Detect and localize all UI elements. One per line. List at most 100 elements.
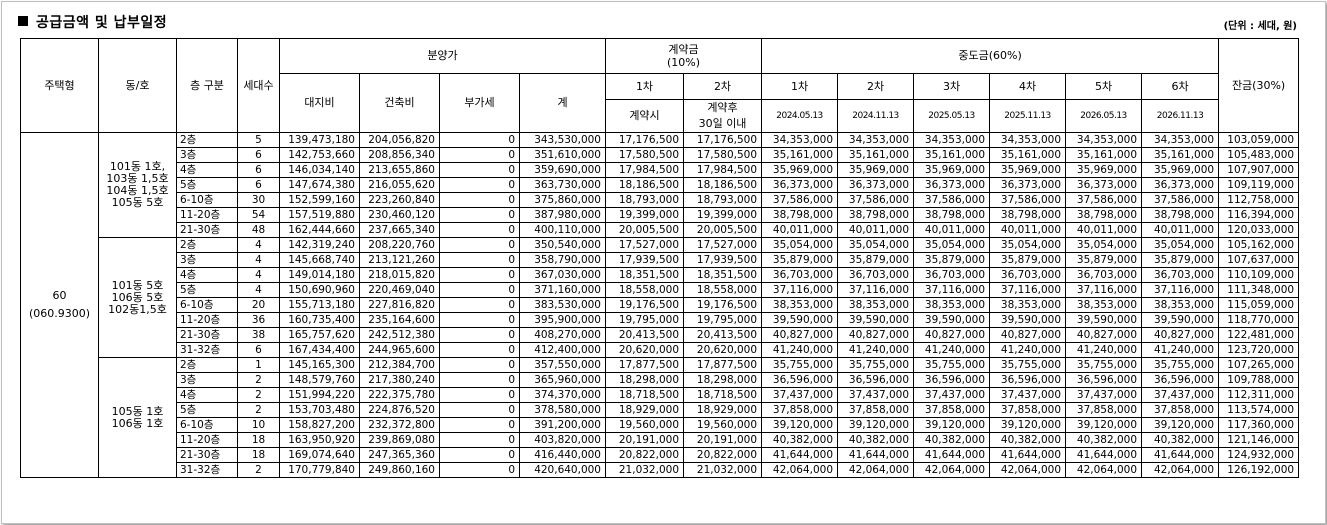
middle-payment-cell: 35,161,000 [913, 147, 991, 163]
deposit1-cell: 18,298,000 [605, 372, 684, 388]
building-cost-cell: 218,015,820 [359, 267, 440, 283]
middle-payment-cell: 40,827,000 [761, 327, 839, 343]
middle-payment-cell: 34,353,000 [761, 132, 839, 148]
vat-cell: 0 [439, 162, 520, 178]
col-header-dep2: 2차 [682, 73, 763, 100]
table-row: 3층 6 142,753,660 208,856,340 0 351,610,000 17,… [21, 147, 1300, 163]
deposit2-cell: 18,929,000 [682, 402, 763, 418]
middle-payment-cell: 35,969,000 [989, 162, 1067, 178]
households-cell: 6 [237, 147, 280, 163]
total-cell: 400,110,000 [519, 222, 606, 238]
building-cost-cell: 247,365,360 [359, 447, 440, 463]
middle-payment-cell: 40,827,000 [1141, 327, 1220, 343]
floor-cell: 3층 [176, 252, 238, 268]
deposit1-cell: 20,413,500 [605, 327, 684, 343]
building-cost-cell: 220,469,040 [359, 282, 440, 298]
middle-payment-cell: 40,382,000 [761, 432, 839, 448]
middle-payment-cell: 37,858,000 [761, 402, 839, 418]
deposit2-cell: 18,186,500 [682, 177, 763, 193]
building-cost-cell: 223,260,840 [359, 192, 440, 208]
households-cell: 1 [237, 357, 280, 373]
total-cell: 420,640,000 [519, 462, 606, 478]
building-cost-cell: 222,375,780 [359, 387, 440, 403]
land-cost-cell: 157,519,880 [279, 207, 360, 223]
middle-payment-cell: 36,373,000 [913, 177, 991, 193]
total-cell: 416,440,000 [519, 447, 606, 463]
col-header-dong: 동/호 [98, 38, 177, 133]
balance-cell: 121,146,000 [1218, 432, 1300, 448]
vat-cell: 0 [439, 132, 520, 148]
deposit1-cell: 17,984,500 [605, 162, 684, 178]
col-header-deposit: 계약금 (10%) [604, 38, 763, 74]
vat-cell: 0 [439, 462, 520, 478]
floor-cell: 2층 [176, 132, 238, 148]
col-header-floor: 층 구분 [176, 38, 238, 133]
table-row: 105동 1호 106동 1호 2층 1 145,165,300 212,384,700… [21, 357, 1300, 478]
households-cell: 30 [237, 192, 280, 208]
balance-cell: 120,033,000 [1218, 222, 1300, 238]
deposit2-cell: 17,580,500 [682, 147, 763, 163]
middle-payment-cell: 39,590,000 [1065, 312, 1143, 328]
col-header-building: 건축비 [359, 73, 440, 133]
col-header-mid5-date: 2026.05.13 [1065, 99, 1143, 133]
floor-cell: 5층 [176, 177, 238, 193]
middle-payment-cell: 35,054,000 [989, 237, 1067, 253]
dong-cell: 105동 1호 106동 1호 [98, 357, 177, 478]
col-header-mid6-date: 2026.11.13 [1141, 99, 1220, 133]
middle-payment-cell: 39,590,000 [761, 312, 839, 328]
vat-cell: 0 [439, 342, 520, 358]
balance-cell: 111,348,000 [1218, 282, 1300, 298]
vat-cell: 0 [439, 387, 520, 403]
balance-cell: 117,360,000 [1218, 417, 1300, 433]
balance-cell: 109,119,000 [1218, 177, 1300, 193]
deposit2-cell: 18,558,000 [682, 282, 763, 298]
col-header-mid2-date: 2024.11.13 [837, 99, 915, 133]
middle-payment-cell: 39,120,000 [913, 417, 991, 433]
deposit1-cell: 18,793,000 [605, 192, 684, 208]
col-header-balance: 잔금(30%) [1218, 38, 1300, 133]
middle-payment-cell: 40,382,000 [989, 432, 1067, 448]
deposit1-cell: 20,822,000 [605, 447, 684, 463]
middle-payment-cell: 34,353,000 [1141, 132, 1220, 148]
col-header-mid2: 2차 [837, 73, 915, 100]
middle-payment-cell: 35,755,000 [1141, 357, 1220, 373]
floor-cell: 4층 [176, 162, 238, 178]
table-row: 6-10층 20 155,713,180 227,816,820 0 383,530,00… [21, 297, 1300, 313]
middle-payment-cell: 38,798,000 [989, 207, 1067, 223]
middle-payment-cell: 35,054,000 [913, 237, 991, 253]
middle-payment-cell: 38,353,000 [1141, 297, 1220, 313]
land-cost-cell: 152,599,160 [279, 192, 360, 208]
balance-cell: 124,932,000 [1218, 447, 1300, 463]
col-header-mid1: 1차 [761, 73, 839, 100]
col-header-mid1-date: 2024.05.13 [761, 99, 839, 133]
middle-payment-cell: 41,240,000 [989, 342, 1067, 358]
building-cost-cell: 242,512,380 [359, 327, 440, 343]
total-cell: 357,550,000 [519, 357, 606, 373]
table-row: 21-30층 48 162,444,660 237,665,340 0 400,110,0… [21, 222, 1300, 238]
middle-payment-cell: 35,161,000 [761, 147, 839, 163]
floor-cell: 11-20층 [176, 312, 238, 328]
middle-payment-cell: 35,969,000 [1141, 162, 1220, 178]
middle-payment-cell: 37,586,000 [1141, 192, 1220, 208]
deposit1-cell: 20,620,000 [605, 342, 684, 358]
total-cell: 403,820,000 [519, 432, 606, 448]
total-cell: 371,160,000 [519, 282, 606, 298]
middle-payment-cell: 41,240,000 [837, 342, 915, 358]
col-header-mid4: 4차 [989, 73, 1067, 100]
building-cost-cell: 204,056,820 [359, 132, 440, 148]
vat-cell: 0 [439, 177, 520, 193]
deposit2-cell: 18,793,000 [682, 192, 763, 208]
col-header-mid3: 3차 [913, 73, 991, 100]
middle-payment-cell: 37,858,000 [837, 402, 915, 418]
land-cost-cell: 165,757,620 [279, 327, 360, 343]
square-bullet-icon [18, 16, 28, 26]
price-schedule-table: 주택형 동/호 층 구분 세대수 분양가 계약금 (10%) 중도금(60%) … [20, 38, 1300, 478]
middle-payment-cell: 40,011,000 [761, 222, 839, 238]
middle-payment-cell: 38,353,000 [837, 297, 915, 313]
land-cost-cell: 155,713,180 [279, 297, 360, 313]
middle-payment-cell: 36,373,000 [837, 177, 915, 193]
deposit1-cell: 19,399,000 [605, 207, 684, 223]
middle-payment-cell: 40,382,000 [837, 432, 915, 448]
deposit1-cell: 18,351,500 [605, 267, 684, 283]
